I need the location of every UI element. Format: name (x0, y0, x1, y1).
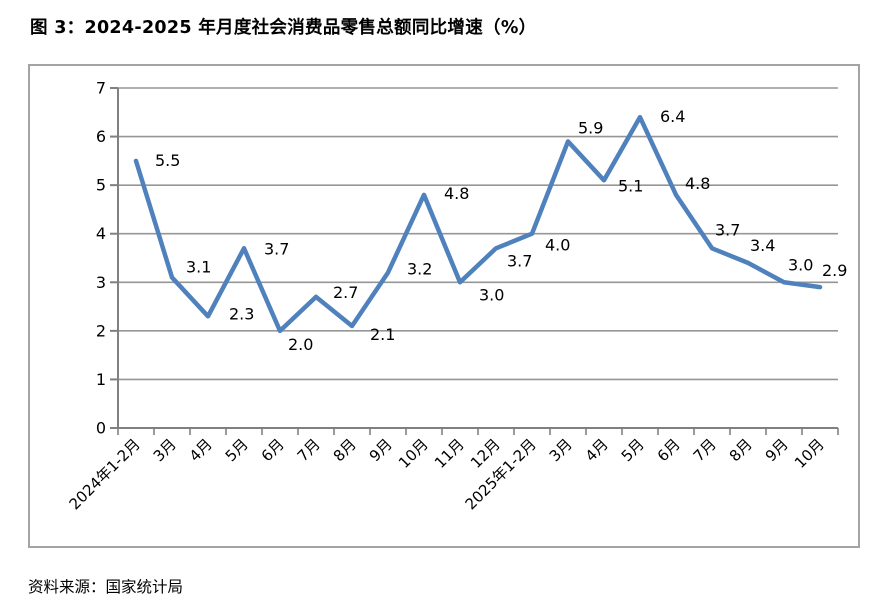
y-tick-label: 1 (96, 370, 106, 389)
y-tick-label: 4 (96, 224, 106, 243)
data-label: 5.5 (155, 151, 180, 170)
data-label: 2.1 (370, 325, 395, 344)
x-category-label: 2024年1-2月 (66, 435, 144, 513)
data-label: 3.0 (479, 285, 504, 304)
x-category-label: 7月 (294, 435, 324, 465)
x-category-label: 3月 (546, 435, 576, 465)
data-label: 3.1 (186, 257, 211, 276)
x-category-label: 3月 (150, 435, 180, 465)
x-category-label: 5月 (222, 435, 252, 465)
data-label: 6.4 (660, 107, 685, 126)
data-label: 3.4 (750, 236, 775, 255)
y-tick-label: 5 (96, 176, 106, 195)
data-label: 5.1 (618, 176, 643, 195)
data-series-line (133, 114, 823, 334)
data-label: 3.0 (788, 255, 813, 274)
source-note: 资料来源：国家统计局 (28, 578, 184, 596)
x-category-label: 7月 (690, 435, 720, 465)
y-tick-label: 3 (96, 273, 106, 292)
chart-title: 图 3：2024-2025 年月度社会消费品零售总额同比增速（%） (30, 18, 537, 38)
x-category-label: 10月 (395, 435, 432, 472)
data-label: 3.7 (264, 239, 289, 258)
x-category-label: 9月 (762, 435, 792, 465)
data-label: 2.9 (822, 261, 847, 280)
x-category-label: 6月 (654, 435, 684, 465)
x-category-label: 9月 (366, 435, 396, 465)
y-tick-label: 2 (96, 321, 106, 340)
x-category-label: 8月 (330, 435, 360, 465)
data-label: 4.8 (444, 184, 469, 203)
y-tick-label: 6 (96, 127, 106, 146)
chart-plot-frame: 0 1 2 3 4 5 6 7 2024年1-2月 3月 4月 5月 6月 7月 8月 9月 10月 11月 12月… (28, 64, 860, 548)
data-label: 2.7 (333, 283, 358, 302)
x-category-label: 10月 (791, 435, 828, 472)
data-label: 2.3 (229, 304, 254, 323)
data-label: 4.8 (685, 174, 710, 193)
y-tick-label: 0 (96, 419, 106, 438)
x-category-label: 5月 (618, 435, 648, 465)
x-category-label: 6月 (258, 435, 288, 465)
x-category-label: 4月 (582, 435, 612, 465)
x-category-label: 4月 (186, 435, 216, 465)
data-label: 3.7 (715, 220, 740, 239)
data-label: 5.9 (578, 118, 603, 137)
data-label: 3.7 (507, 251, 532, 270)
y-tick-label: 7 (96, 79, 106, 98)
data-label: 2.0 (288, 335, 313, 354)
x-category-label: 11月 (431, 435, 468, 472)
data-label: 4.0 (545, 236, 570, 255)
x-category-label: 8月 (726, 435, 756, 465)
data-label: 3.2 (407, 260, 432, 279)
